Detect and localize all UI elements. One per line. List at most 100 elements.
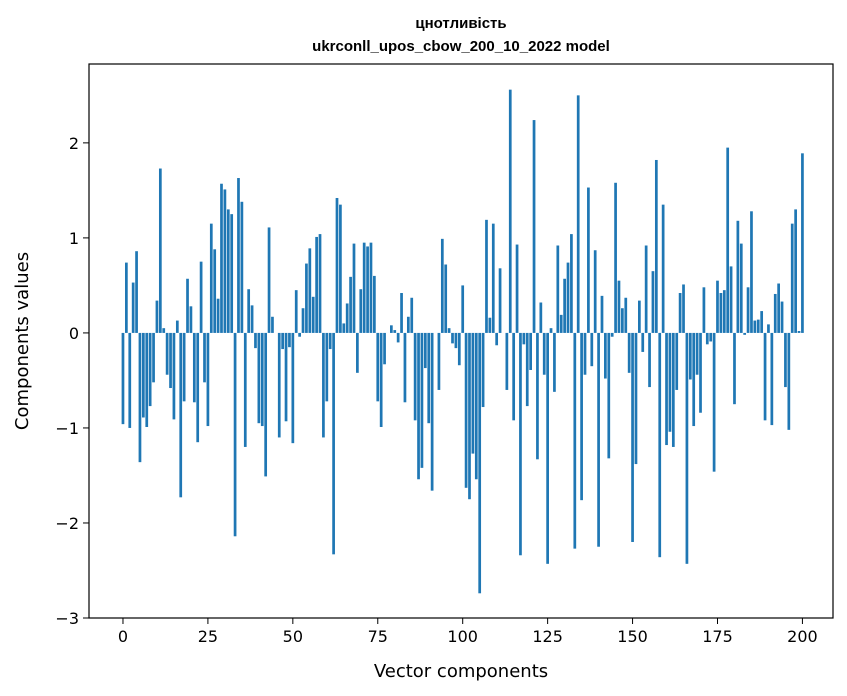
y-axis-label: Components values bbox=[12, 252, 33, 430]
bar bbox=[199, 261, 203, 333]
bar bbox=[665, 332, 668, 446]
bar bbox=[651, 271, 655, 333]
bar bbox=[332, 332, 335, 555]
bar bbox=[291, 332, 295, 444]
bar bbox=[206, 332, 210, 427]
chart-title-line-2: ukrconll_upos_cbow_200_10_2022 model bbox=[312, 38, 610, 55]
bar bbox=[213, 249, 217, 333]
bar bbox=[580, 332, 583, 501]
bar bbox=[152, 332, 155, 383]
bar bbox=[563, 278, 566, 333]
chart-title-line-1: цнотливість bbox=[415, 15, 506, 32]
bar bbox=[512, 332, 516, 421]
bar bbox=[339, 204, 342, 333]
bar bbox=[162, 328, 166, 333]
bar bbox=[587, 187, 590, 333]
bar bbox=[379, 332, 383, 427]
bar bbox=[451, 332, 454, 344]
bar bbox=[743, 332, 747, 335]
y-tick-label: 0 bbox=[69, 324, 79, 343]
bar bbox=[624, 297, 628, 333]
bar bbox=[128, 332, 132, 428]
bar bbox=[315, 236, 318, 333]
bar bbox=[692, 332, 696, 427]
bar bbox=[322, 332, 325, 438]
bar bbox=[746, 287, 750, 333]
bar bbox=[610, 332, 614, 337]
bar bbox=[281, 332, 284, 350]
bar bbox=[699, 332, 702, 413]
x-tick-label: 150 bbox=[617, 627, 648, 646]
bar bbox=[294, 290, 298, 333]
bar bbox=[400, 293, 403, 333]
bar bbox=[328, 332, 332, 350]
bar bbox=[522, 332, 526, 345]
bar bbox=[733, 332, 736, 405]
bar bbox=[505, 332, 509, 390]
y-tick-label: −3 bbox=[55, 609, 79, 628]
y-tick-label: −2 bbox=[55, 514, 79, 533]
bar bbox=[471, 332, 475, 454]
bar bbox=[654, 159, 658, 333]
bar bbox=[240, 201, 244, 333]
bar bbox=[288, 332, 291, 348]
bar bbox=[267, 227, 271, 333]
bar bbox=[787, 332, 791, 430]
bar bbox=[688, 332, 692, 380]
bar bbox=[671, 332, 675, 447]
bar bbox=[305, 263, 308, 333]
bar bbox=[661, 204, 665, 333]
bar bbox=[284, 332, 288, 422]
bar bbox=[237, 178, 240, 333]
x-tick-label: 25 bbox=[198, 627, 218, 646]
bar bbox=[508, 89, 512, 333]
bar bbox=[301, 308, 305, 333]
bar bbox=[271, 316, 274, 333]
bar bbox=[186, 278, 189, 333]
bar bbox=[396, 332, 400, 343]
bar bbox=[495, 332, 499, 346]
bar bbox=[695, 332, 699, 375]
bar bbox=[277, 332, 281, 438]
x-tick-label: 200 bbox=[787, 627, 818, 646]
bar bbox=[631, 332, 634, 542]
bar bbox=[485, 219, 488, 333]
bar bbox=[488, 317, 492, 333]
bar bbox=[352, 243, 356, 333]
bar bbox=[638, 300, 641, 333]
bar bbox=[169, 332, 172, 389]
bar bbox=[260, 332, 264, 427]
bar bbox=[308, 248, 312, 333]
bar bbox=[203, 332, 206, 383]
bar bbox=[756, 319, 760, 333]
x-axis-ticks: 0 25 50 75 100 125 150 175 200 bbox=[118, 618, 818, 646]
bar bbox=[576, 95, 580, 333]
bar bbox=[597, 332, 600, 547]
bar bbox=[716, 280, 719, 333]
bar bbox=[478, 332, 482, 594]
bar bbox=[600, 295, 604, 333]
bar bbox=[257, 332, 261, 424]
bar bbox=[709, 332, 713, 342]
bar bbox=[468, 332, 471, 500]
bar bbox=[617, 280, 621, 333]
x-tick-label: 50 bbox=[283, 627, 303, 646]
bar bbox=[722, 290, 726, 333]
x-tick-label: 100 bbox=[447, 627, 478, 646]
bar bbox=[318, 234, 322, 333]
bar bbox=[189, 306, 193, 333]
bar bbox=[590, 332, 594, 367]
bar bbox=[658, 332, 662, 558]
bar bbox=[797, 331, 801, 333]
bar bbox=[739, 243, 743, 333]
bar bbox=[532, 120, 536, 333]
bar bbox=[604, 332, 607, 379]
bar bbox=[356, 332, 359, 373]
bar bbox=[644, 245, 648, 333]
bar bbox=[498, 268, 502, 333]
bar bbox=[491, 223, 495, 333]
bar bbox=[750, 211, 753, 333]
bar bbox=[685, 332, 689, 564]
bar bbox=[366, 246, 369, 333]
